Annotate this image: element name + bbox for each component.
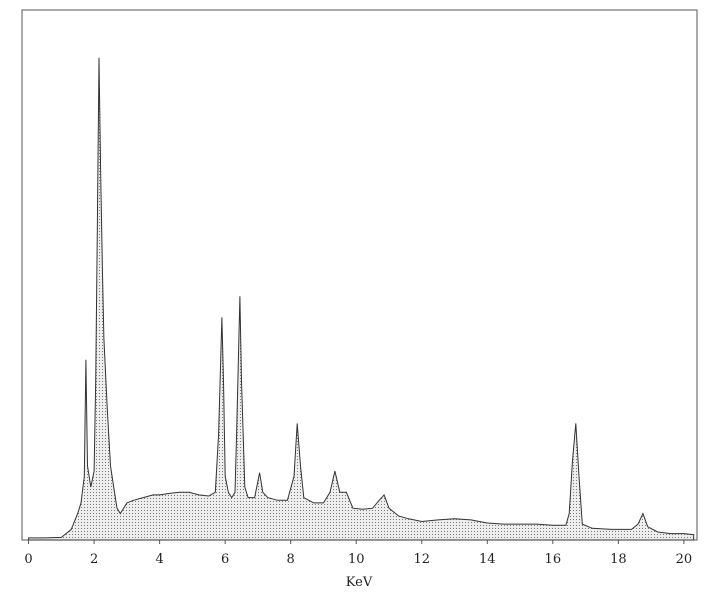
x-axis-label: KeV xyxy=(346,575,373,590)
plot-frame xyxy=(21,9,698,541)
x-tick-label: 14 xyxy=(479,552,496,567)
x-tick-label: 4 xyxy=(155,552,163,567)
x-tick-label: 12 xyxy=(413,552,430,567)
x-tick-label: 8 xyxy=(287,552,295,567)
x-tick-label: 10 xyxy=(348,552,365,567)
x-tick-label: 18 xyxy=(610,552,627,567)
x-tick-label: 20 xyxy=(676,552,693,567)
x-tick-label: 6 xyxy=(221,552,229,567)
x-tick-label: 0 xyxy=(24,552,32,567)
spectrum-area xyxy=(28,57,695,541)
x-tick-label: 2 xyxy=(90,552,98,567)
x-tick-label: 16 xyxy=(545,552,562,567)
